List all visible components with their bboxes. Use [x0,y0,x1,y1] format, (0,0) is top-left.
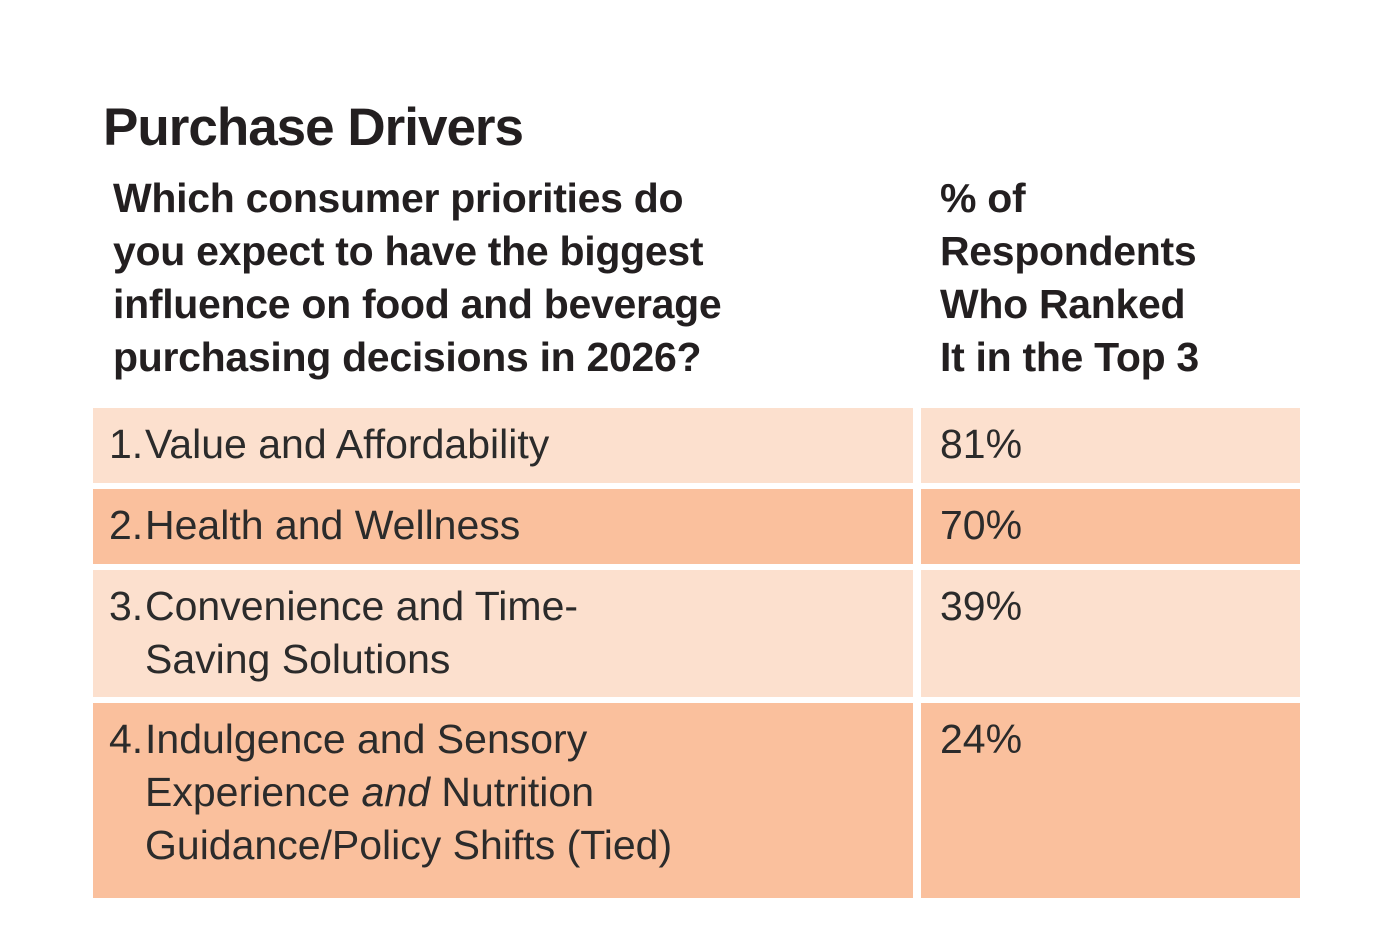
row-number: 3. [109,583,144,629]
value-header-line: Who Ranked [940,281,1186,327]
value-column-header: % of Respondents Who Ranked It in the To… [940,172,1199,384]
row-label: Health and Wellness [145,502,521,548]
row-label: Convenience and Time- Saving Solutions [145,583,579,682]
question-column-header: Which consumer priorities do you expect … [113,172,722,384]
table-row: 3. Convenience and Time- Saving Solution… [93,570,1300,697]
priority-cell: 2. Health and Wellness [93,489,913,564]
row-value: 70% [921,489,1300,564]
row-number: 2. [109,502,144,548]
purchase-drivers-table: 1. Value and Affordability 81% 2. Health… [93,408,1300,904]
row-value: 81% [921,408,1300,483]
italic-and: and [361,769,430,815]
value-header-line: Respondents [940,228,1197,274]
question-header-line: you expect to have the biggest [113,228,704,274]
priority-cell: 3. Convenience and Time- Saving Solution… [93,570,913,697]
table-row: 1. Value and Affordability 81% [93,408,1300,483]
value-header-line: It in the Top 3 [940,334,1199,380]
row-value: 39% [921,570,1300,697]
priority-cell: 4. Indulgence and Sensory Experience and… [93,703,913,898]
row-value: 24% [921,703,1300,898]
table-row: 2. Health and Wellness 70% [93,489,1300,564]
question-header-line: purchasing decisions in 2026? [113,334,702,380]
priority-cell: 1. Value and Affordability [93,408,913,483]
page-title: Purchase Drivers [103,97,524,157]
row-label: Indulgence and Sensory Experience and Nu… [145,716,673,868]
row-number: 4. [109,716,144,762]
question-header-line: Which consumer priorities do [113,175,684,221]
row-label: Value and Affordability [145,421,550,467]
question-header-line: influence on food and beverage [113,281,722,327]
table-row: 4. Indulgence and Sensory Experience and… [93,703,1300,898]
value-header-line: % of [940,175,1026,221]
row-number: 1. [109,421,144,467]
